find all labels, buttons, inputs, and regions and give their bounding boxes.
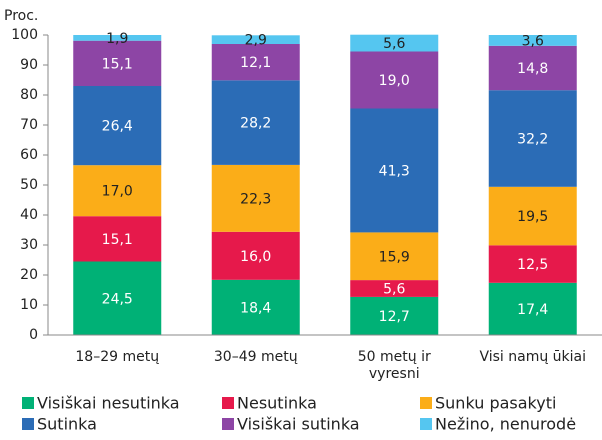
value-label: 12,7 [379,309,410,325]
value-label: 5,6 [383,282,405,298]
bar-segment [211,35,300,44]
bar-segment [488,282,577,335]
legend-label: Nesutinka [237,394,317,413]
bar-segment [488,45,577,91]
bar-segment [488,186,577,246]
value-label: 19,0 [379,73,410,89]
bar-segment [73,86,162,166]
x-tick-label: 30–49 metų [213,349,298,365]
y-tick-label: 40 [20,207,38,223]
value-label: 22,3 [240,191,271,207]
legend-swatch [222,418,234,430]
value-label: 12,5 [517,257,548,273]
bar-segment [211,164,300,232]
value-label: 12,1 [240,55,271,71]
y-tick-label: 60 [20,147,38,163]
value-label: 3,6 [522,33,544,49]
y-tick-label: 10 [20,297,38,313]
value-label: 15,1 [102,232,133,248]
y-tick-label: 90 [20,57,38,73]
bar-segment [211,80,300,165]
y-tick-label: 30 [20,237,38,253]
bar-segment [350,34,439,52]
bar-segment [73,40,162,86]
value-label: 26,4 [102,119,133,135]
bar-segment [350,280,439,297]
bar-segment [211,44,300,81]
bar-segment [488,90,577,187]
value-label: 18,4 [240,300,271,316]
x-tick-label: 18–29 metų [75,349,160,365]
bar-segment [73,165,162,217]
bar-segment [211,231,300,280]
bar-segment [211,279,300,335]
value-label: 41,3 [379,163,410,179]
legend-swatch [420,397,432,409]
legend-label: Sunku pasakyti [435,394,556,413]
legend-swatch [420,418,432,430]
y-tick-label: 50 [20,177,38,193]
bar-segment [350,296,439,335]
bar-segment [488,245,577,283]
value-label: 5,6 [383,36,405,52]
y-tick-label: 100 [11,27,38,43]
value-label: 28,2 [240,116,271,132]
bar-segment [350,232,439,281]
value-label: 17,0 [102,184,133,200]
legend-label: Nežino, nenurodė [435,415,576,434]
y-tick-label: 20 [20,267,38,283]
bar-segment [73,35,162,41]
legend-label: Sutinka [37,415,97,434]
legend-swatch [22,397,34,409]
value-label: 17,4 [517,302,548,318]
value-label: 14,8 [517,61,548,77]
value-label: 32,2 [517,132,548,148]
bar-segment [73,261,162,335]
value-label: 1,9 [106,31,128,47]
value-label: 24,5 [102,291,133,307]
y-tick-label: 70 [20,117,38,133]
value-label: 2,9 [245,33,267,49]
bar-segment [350,51,439,109]
value-label: 16,0 [240,249,271,265]
legend-label: Visiškai nesutinka [37,394,180,413]
value-label: 15,9 [379,249,410,265]
bar-segment [488,35,577,46]
bar-segment [350,108,439,233]
legend-swatch [22,418,34,430]
value-label: 15,1 [102,56,133,72]
y-tick-label: 0 [29,327,38,343]
value-label: 19,5 [517,209,548,225]
x-tick-label: Visi namų ūkiai [479,349,587,365]
legend-swatch [222,397,234,409]
legend-label: Visiškai sutinka [237,415,360,434]
bar-segment [73,216,162,262]
x-tick-label: 50 metų ir vyresni [357,349,431,382]
y-tick-label: 80 [20,87,38,103]
y-axis-label: Proc. [4,8,38,24]
